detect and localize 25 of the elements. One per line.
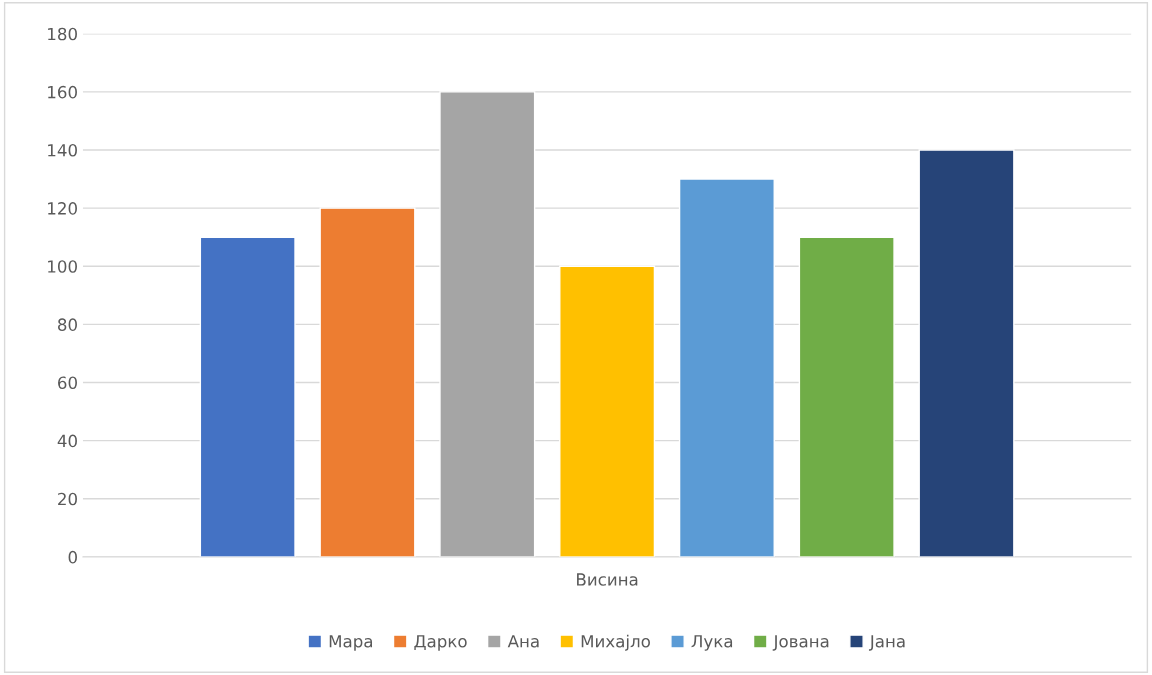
y-tick-label: 140 xyxy=(48,143,77,157)
bar xyxy=(439,91,536,557)
y-tick-label: 120 xyxy=(48,202,77,215)
bar xyxy=(798,236,895,557)
y-tick-label: 80 xyxy=(58,318,77,331)
bar xyxy=(199,236,296,557)
y-tick-label: 40 xyxy=(57,434,77,448)
bar xyxy=(678,178,775,557)
legend-label: Јована xyxy=(772,635,829,651)
legend-label: Михајло xyxy=(581,634,650,651)
bar xyxy=(918,149,1015,557)
y-tick-label: 0 xyxy=(68,550,77,564)
y-tick-label: 20 xyxy=(58,492,77,506)
y-tick-label: 60 xyxy=(58,376,77,390)
legend-label: Дарко xyxy=(414,635,467,651)
x-axis-title: Висина xyxy=(577,573,638,586)
legend-label: Лука xyxy=(691,635,733,651)
legend-label: Јана xyxy=(868,635,905,651)
y-tick-label: 160 xyxy=(48,85,77,99)
legend-label: Ана xyxy=(507,635,539,648)
y-tick-label: 180 xyxy=(48,27,77,41)
bar xyxy=(559,265,656,557)
y-tick-label: 100 xyxy=(48,260,77,273)
legend-label: Мара xyxy=(329,635,373,651)
bar xyxy=(319,207,416,557)
